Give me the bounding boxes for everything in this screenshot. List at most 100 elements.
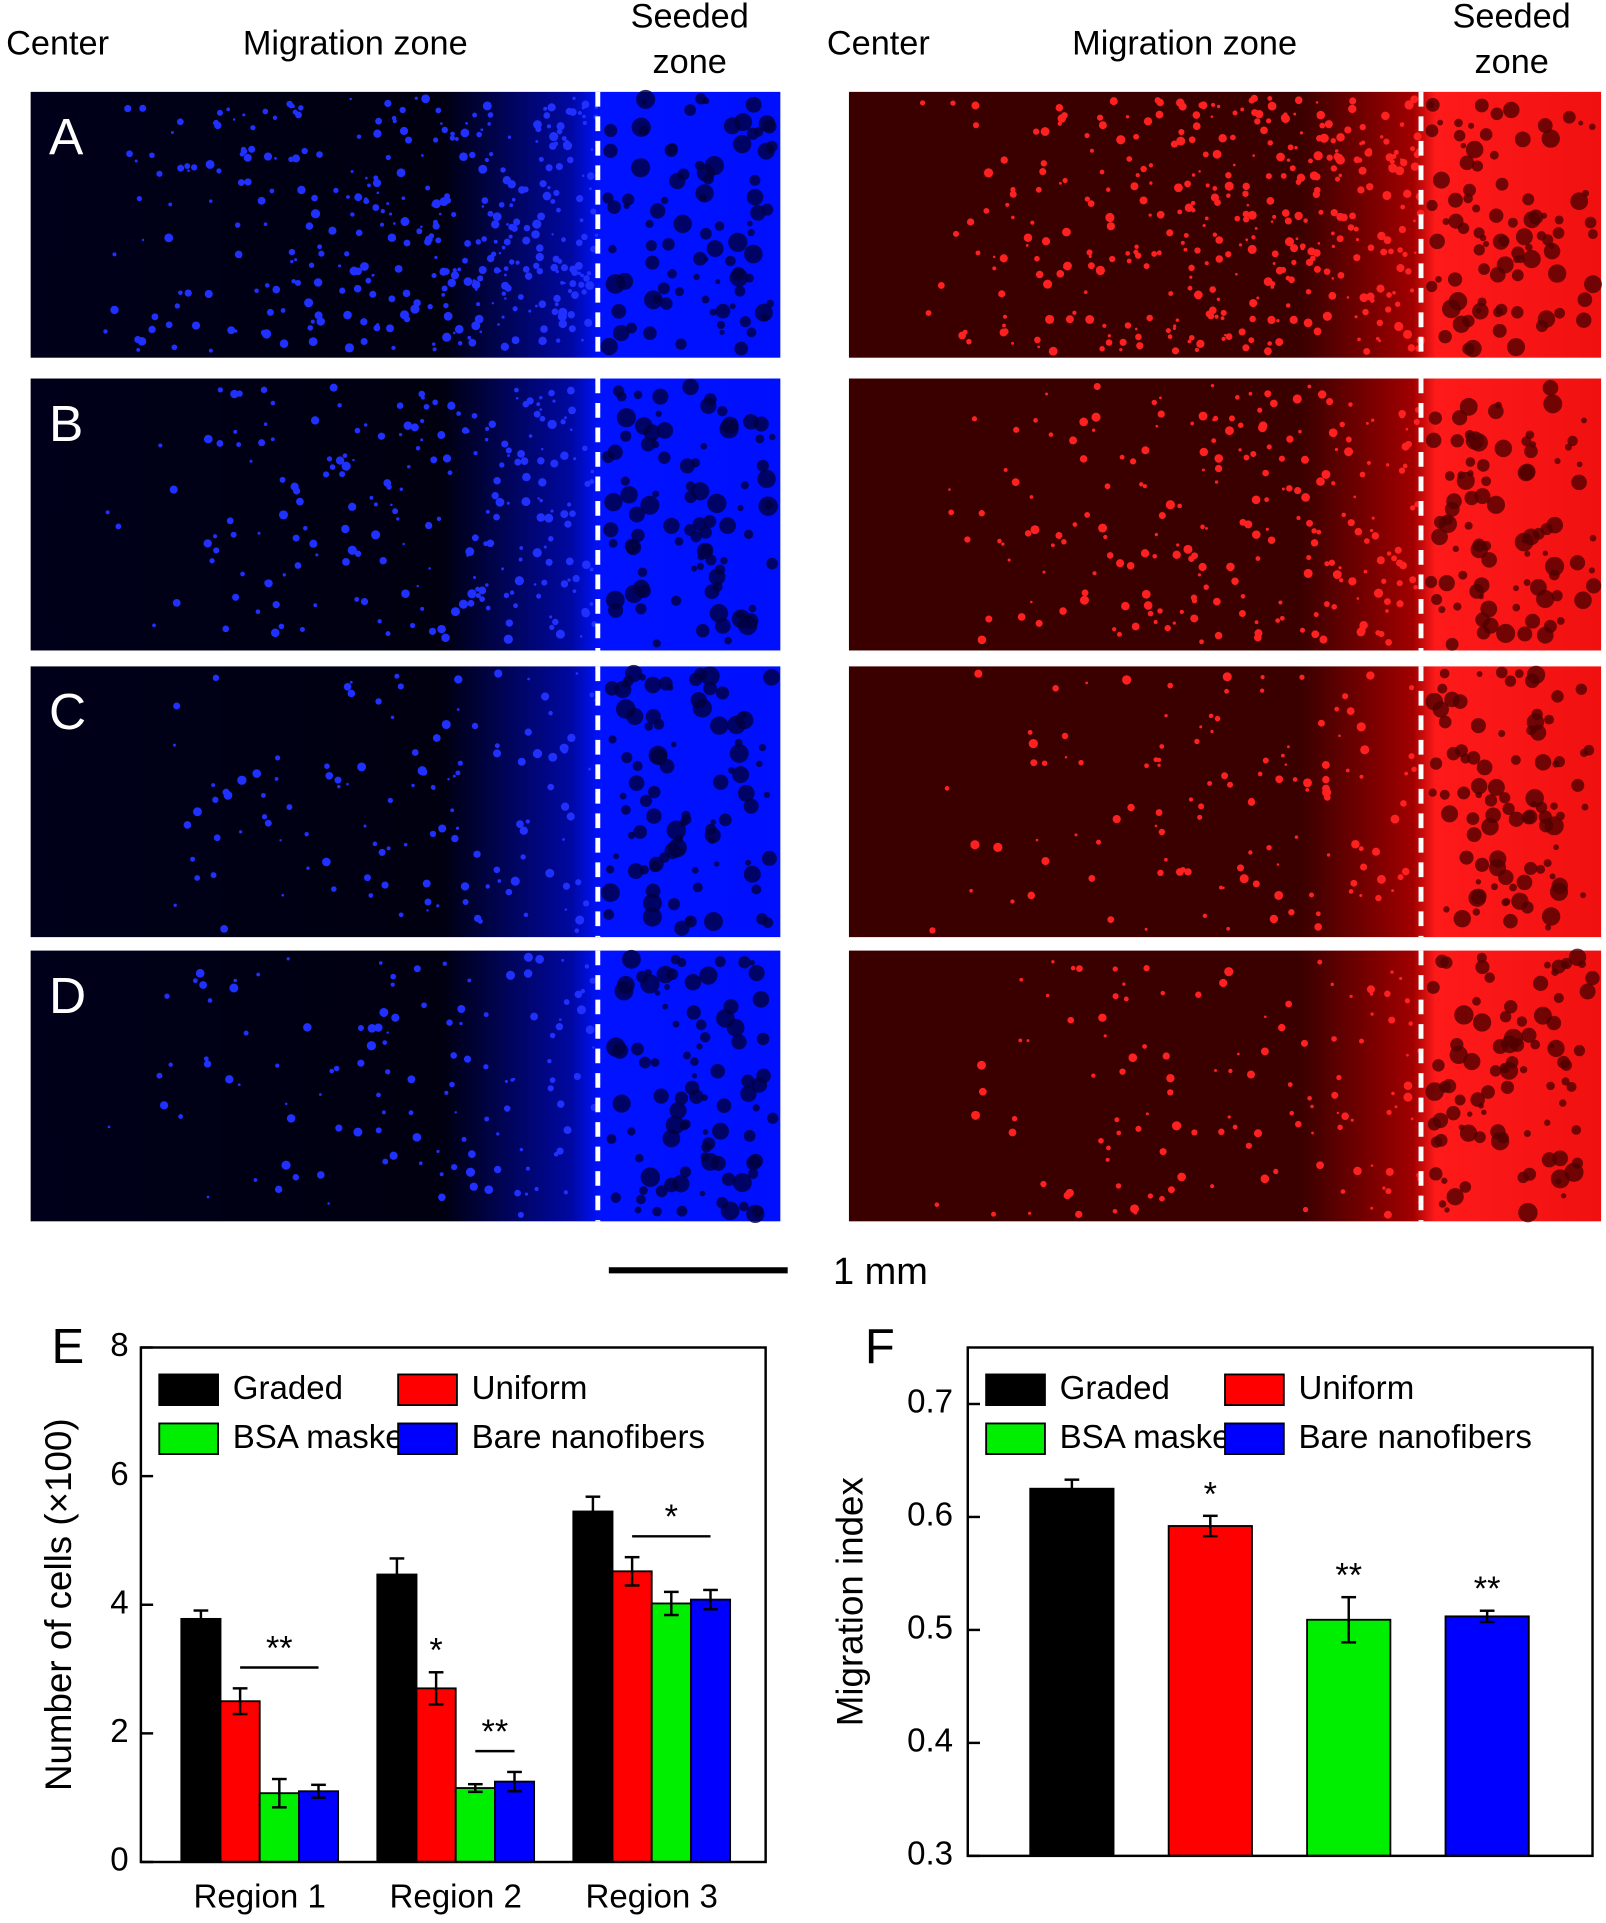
gap <box>696 1019 707 1031</box>
cell <box>501 245 506 250</box>
gap <box>732 766 750 784</box>
bar <box>415 1687 457 1863</box>
gap <box>1549 873 1556 880</box>
cell <box>1135 173 1140 178</box>
gap <box>684 915 697 928</box>
gap <box>763 668 780 686</box>
cell <box>983 207 990 214</box>
cell <box>387 233 397 242</box>
cell <box>1413 219 1416 223</box>
gap <box>1435 276 1442 283</box>
cell <box>581 106 586 110</box>
cell <box>1003 467 1008 472</box>
cell <box>505 970 516 980</box>
cell <box>469 1182 478 1191</box>
cell <box>342 453 348 458</box>
gap <box>747 220 753 227</box>
cell <box>1172 550 1181 560</box>
gap <box>1571 474 1587 491</box>
cell <box>1385 1167 1394 1176</box>
cell <box>493 866 501 874</box>
gap <box>620 476 630 486</box>
cell <box>1284 237 1295 247</box>
cell <box>1376 319 1384 327</box>
significance-label: * <box>429 1632 442 1670</box>
cell <box>1399 976 1403 981</box>
cell <box>225 1075 234 1084</box>
cell <box>369 495 374 500</box>
cell <box>158 443 163 448</box>
cell <box>1180 240 1185 245</box>
cell <box>440 122 443 125</box>
cell <box>1103 534 1108 540</box>
cell <box>1349 97 1357 105</box>
cell <box>1122 675 1132 685</box>
y-tick-label: 0.5 <box>907 1610 953 1647</box>
cell <box>564 520 572 528</box>
cell <box>1086 249 1093 256</box>
gap <box>1434 1133 1448 1147</box>
cell <box>1286 158 1291 162</box>
cell <box>532 749 543 759</box>
cell <box>203 1060 212 1068</box>
cell <box>1238 448 1242 452</box>
cell <box>1324 120 1333 129</box>
gap <box>1494 401 1502 409</box>
cell <box>1033 418 1038 423</box>
gap <box>1518 1202 1538 1223</box>
cell <box>1112 1208 1118 1214</box>
cell <box>305 222 314 230</box>
cell <box>554 302 559 307</box>
cell <box>1010 899 1015 904</box>
cell <box>1167 1089 1174 1096</box>
cell <box>1125 115 1130 119</box>
gap <box>1438 606 1446 614</box>
cell <box>169 485 178 494</box>
cell <box>377 619 382 624</box>
cell <box>1267 96 1273 101</box>
gap <box>1466 751 1481 765</box>
cell <box>1204 216 1209 221</box>
cell <box>152 623 156 628</box>
cell <box>450 1052 458 1059</box>
gap <box>1576 461 1583 468</box>
cell <box>549 132 559 142</box>
cell <box>558 125 563 130</box>
gap <box>657 282 670 295</box>
plot-frame <box>139 1346 767 1864</box>
cell <box>1177 1172 1186 1182</box>
cell <box>1225 426 1234 436</box>
cell <box>240 571 245 577</box>
cell <box>522 265 530 273</box>
cell <box>950 100 956 106</box>
cell <box>537 497 540 500</box>
cell <box>486 254 495 263</box>
cell <box>1394 546 1402 554</box>
cell <box>1204 261 1209 266</box>
cell <box>1043 279 1053 289</box>
cell <box>1220 316 1225 321</box>
cell <box>1112 814 1121 824</box>
cell <box>1276 319 1280 323</box>
cell <box>481 236 488 242</box>
gap <box>1553 844 1559 851</box>
cell <box>1061 539 1067 545</box>
gap <box>1571 1157 1584 1169</box>
gap <box>1554 215 1564 225</box>
cell <box>297 185 306 195</box>
gap <box>1475 612 1491 628</box>
cell <box>1281 209 1290 217</box>
cell <box>1184 203 1194 212</box>
gap <box>631 1042 644 1056</box>
cell <box>534 304 538 308</box>
cell <box>311 194 318 202</box>
cell <box>349 680 353 684</box>
cell <box>1354 527 1363 536</box>
cell <box>498 201 505 208</box>
gap <box>660 196 669 205</box>
cell <box>1397 247 1403 253</box>
cell <box>402 289 411 298</box>
cell <box>1214 715 1221 722</box>
cell <box>347 689 356 698</box>
